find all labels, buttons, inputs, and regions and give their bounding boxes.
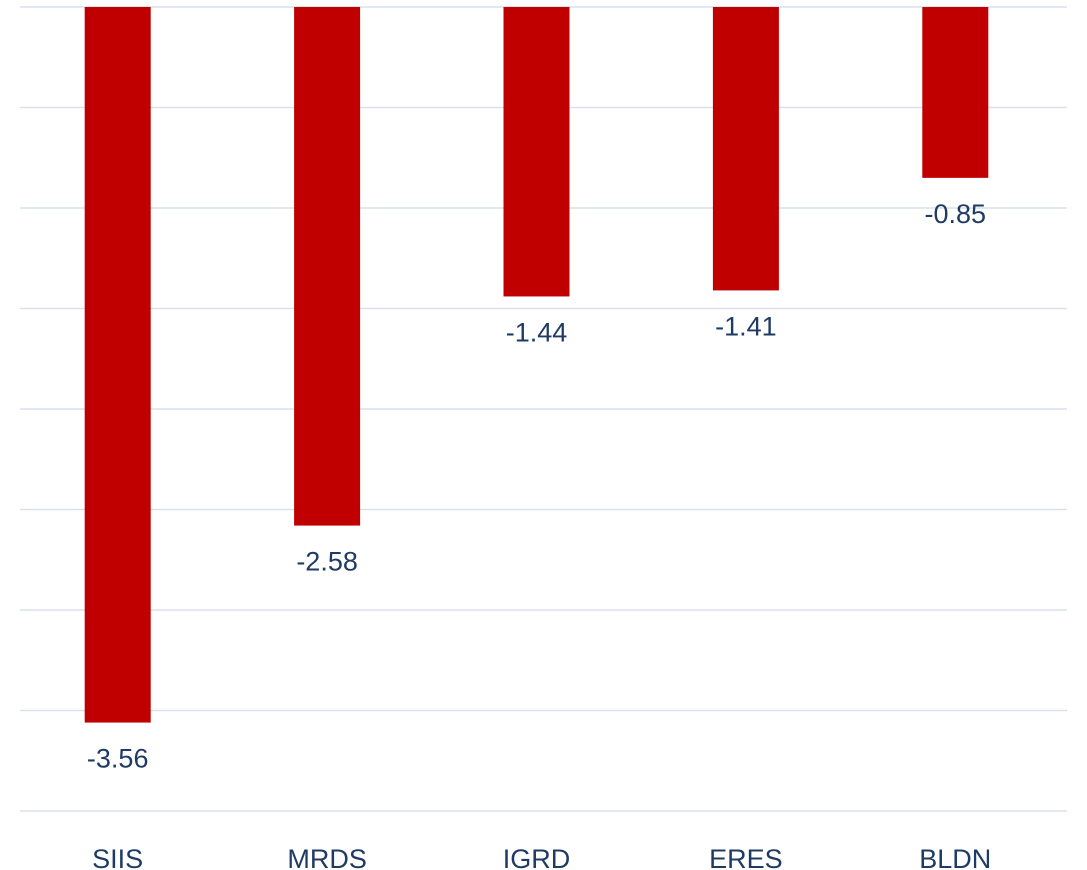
x-axis-tick-labels: SIIS MRDS IGRD ERES BLDN <box>92 844 991 870</box>
bar-igrd <box>503 7 570 297</box>
gridlines <box>20 6 1067 812</box>
x-tick-label-mrds: MRDS <box>287 844 367 870</box>
x-tick-label-siis: SIIS <box>92 844 143 870</box>
data-labels: -3.56 -2.58 -1.44 -1.41 -0.85 <box>87 199 986 774</box>
bar-mrds <box>294 7 361 526</box>
data-label-igrd: -1.44 <box>506 317 568 347</box>
data-label-bldn: -0.85 <box>925 199 987 229</box>
x-tick-label-eres: ERES <box>709 844 783 870</box>
x-tick-label-bldn: BLDN <box>919 844 991 870</box>
x-tick-label-igrd: IGRD <box>503 844 571 870</box>
data-label-siis: -3.56 <box>87 744 149 774</box>
data-label-eres: -1.41 <box>715 311 777 341</box>
bars <box>84 7 989 723</box>
bar-eres <box>712 7 779 291</box>
bar-bldn <box>922 7 989 178</box>
bar-siis <box>84 7 151 723</box>
data-label-mrds: -2.58 <box>296 547 358 577</box>
